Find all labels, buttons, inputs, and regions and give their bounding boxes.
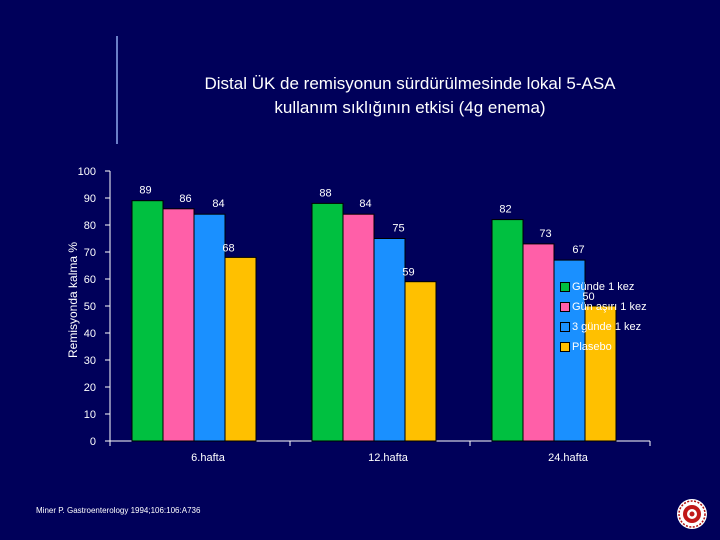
legend-swatch-3 [560,322,570,332]
citation-text: Miner P. Gastroenterology 1994;106:106:A… [36,506,201,515]
y-tick-label: 40 [84,328,96,340]
data-label: 89 [139,185,151,197]
y-tick-label: 20 [84,382,96,394]
data-label: 67 [572,244,584,256]
bar-1 [311,202,344,442]
legend-label-3: 3 günde 1 kez [572,321,642,333]
y-tick-label: 50 [84,301,96,313]
chart-title-line-2: kullanım sıklığının etkisi (4g enema) [274,98,546,117]
y-tick-label: 90 [84,193,96,205]
data-label: 82 [499,204,511,216]
bar-2 [162,208,195,442]
data-label: 59 [402,267,414,279]
legend-label-2: Gün aşırı 1 kez [572,301,647,313]
data-label: 50 [582,291,594,303]
bar-2 [342,213,375,442]
y-tick-label: 70 [84,247,96,259]
bar-3 [193,213,226,442]
y-tick-label: 10 [84,409,96,421]
legend-label-4: Plasebo [572,341,612,353]
y-tick-label: 0 [90,436,96,448]
y-tick-label: 80 [84,220,96,232]
bar-4 [584,305,617,442]
data-label: 88 [319,187,331,199]
legend-item-3: 3 günde 1 kez [560,317,647,337]
y-tick-label: 60 [84,274,96,286]
data-label: 84 [359,198,371,210]
legend-swatch-4 [560,342,570,352]
x-category-label: 24.hafta [548,452,589,464]
legend-item-2: Gün aşırı 1 kez [560,297,647,317]
data-label: 75 [392,223,404,235]
data-label: 68 [222,242,234,254]
bar-2 [522,243,555,442]
legend-item-4: Plasebo [560,337,647,357]
y-tick-label: 30 [84,355,96,367]
decorative-divider-line [116,36,118,144]
bar-1 [491,219,524,442]
bar-3 [373,238,406,442]
legend-label-1: Günde 1 kez [572,281,635,293]
bar-1 [131,200,164,442]
legend-swatch-2 [560,302,570,312]
chart-legend: Günde 1 kez Gün aşırı 1 kez 3 günde 1 ke… [560,277,647,357]
x-category-label: 6.hafta [191,452,226,464]
y-axis-label: Remisyonda kalma % [66,242,80,358]
university-seal-icon [677,499,707,529]
chart-title: Distal ÜK de remisyonun sürdürülmesinde … [140,72,680,120]
data-label: 84 [212,198,224,210]
x-category-label: 12.hafta [368,452,409,464]
legend-swatch-1 [560,282,570,292]
data-label: 73 [539,228,551,240]
data-label: 86 [179,193,191,205]
legend-item-1: Günde 1 kez [560,277,647,297]
bar-4 [224,256,257,442]
y-tick-label: 100 [78,166,96,178]
chart-title-line-1: Distal ÜK de remisyonun sürdürülmesinde … [204,74,616,93]
bar-4 [404,281,437,442]
